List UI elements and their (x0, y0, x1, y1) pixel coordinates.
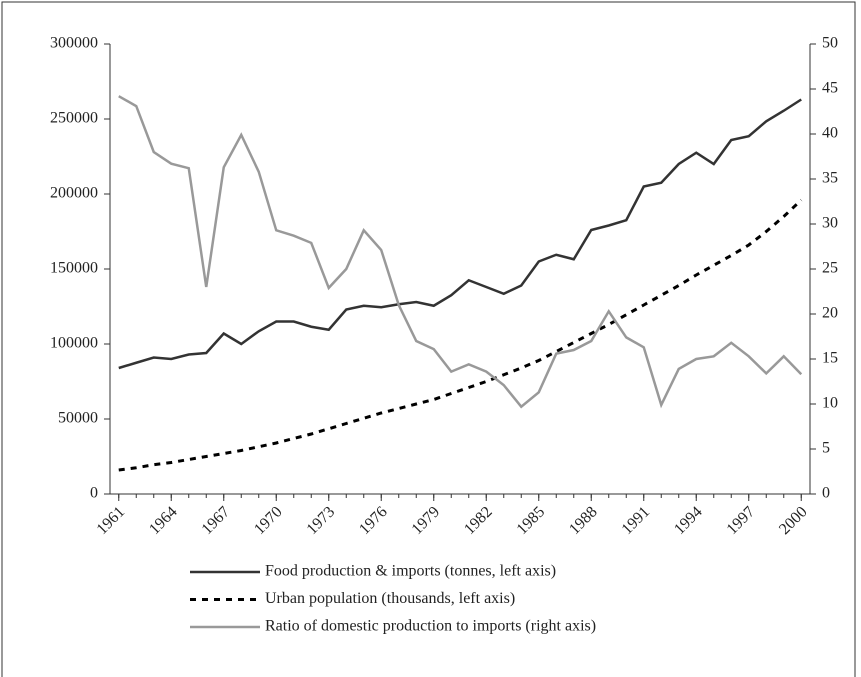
legend-label: Urban population (thousands, left axis) (265, 590, 515, 607)
x-tick-label: 1976 (356, 503, 391, 538)
y-tick-label: 300000 (50, 35, 98, 52)
x-tick-label: 1982 (461, 503, 496, 538)
x-tick-label: 1988 (566, 503, 601, 538)
y2-tick-label: 5 (822, 440, 830, 457)
x-tick-label: 1973 (304, 503, 339, 538)
y2-tick-label: 40 (822, 125, 838, 142)
x-tick-label: 1985 (514, 503, 549, 538)
series-line (118, 198, 803, 472)
series-line (118, 95, 803, 409)
y-tick-label: 0 (90, 485, 98, 502)
y2-tick-label: 25 (822, 260, 838, 277)
y2-tick-label: 45 (822, 80, 838, 97)
legend-label: Food production & imports (tonnes, left … (265, 563, 556, 580)
series-line (118, 98, 802, 370)
x-tick-label: 1991 (619, 503, 654, 538)
x-tick-label: 1979 (409, 503, 444, 538)
y-tick-label: 150000 (50, 260, 98, 277)
y-tick-label: 100000 (50, 335, 98, 352)
y2-tick-label: 30 (822, 215, 838, 232)
x-tick-label: 1970 (251, 503, 286, 538)
y2-tick-label: 15 (822, 350, 838, 367)
x-tick-label: 2000 (776, 503, 811, 538)
y2-tick-label: 10 (822, 395, 838, 412)
legend-label: Ratio of domestic production to imports … (265, 618, 596, 635)
y2-tick-label: 50 (822, 35, 838, 52)
y-tick-label: 250000 (50, 110, 98, 127)
y2-tick-label: 35 (822, 170, 838, 187)
x-tick-label: 1964 (146, 503, 181, 538)
x-tick-label: 1994 (671, 503, 706, 538)
x-tick-label: 1967 (199, 503, 234, 538)
x-tick-label: 1961 (94, 503, 129, 538)
y2-tick-label: 20 (822, 305, 838, 322)
y-tick-label: 200000 (50, 185, 98, 202)
x-tick-label: 1997 (724, 503, 759, 538)
y2-tick-label: 0 (822, 485, 830, 502)
y-tick-label: 50000 (58, 410, 98, 427)
